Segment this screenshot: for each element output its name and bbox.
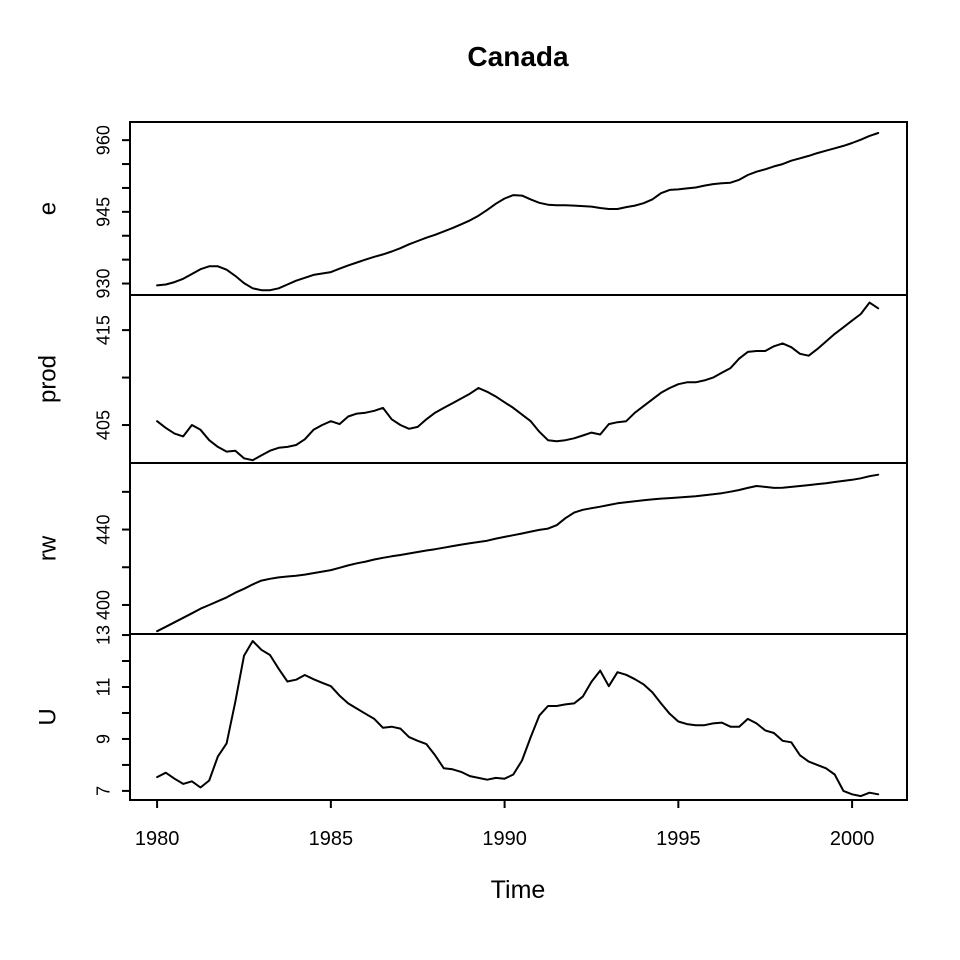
panel-box-U: [129, 633, 908, 801]
x-axis-title: Time: [491, 876, 546, 904]
panel-box-e: [129, 121, 908, 296]
panel-title-e: e: [34, 202, 61, 215]
x-tick-label: 1990: [482, 828, 527, 850]
y-tick-label: 7: [93, 786, 113, 796]
series-line-rw: [156, 473, 880, 633]
panel-e: 930 945 960 e: [34, 121, 908, 299]
y-tick-label: 405: [93, 410, 113, 440]
y-tick-label: 13: [93, 625, 113, 645]
panel-title-prod: prod: [34, 355, 61, 403]
x-tick-label: 2000: [830, 828, 875, 850]
panel-rw: 400 440 rw: [34, 462, 908, 635]
series-line-U: [156, 640, 880, 798]
y-tick-label: 930: [93, 269, 113, 299]
y-tick-label: 960: [93, 125, 113, 155]
panel-U: 7 9 11 13 U: [34, 625, 908, 801]
x-tick-label: 1980: [135, 828, 180, 850]
y-tick-label: 415: [93, 315, 113, 345]
panel-group: 930 945 960 e 405 415 prod 400 440 rw 7 9 11 13 U: [34, 121, 908, 801]
y-tick-label: 945: [93, 197, 113, 227]
x-axis: 1980 1985 1990 1995 2000: [135, 800, 874, 850]
panel-box-prod: [129, 294, 908, 464]
panel-title-U: U: [34, 708, 61, 725]
y-tick-label: 440: [93, 515, 113, 545]
y-tick-label: 400: [93, 590, 113, 620]
panel-prod: 405 415 prod: [34, 294, 908, 464]
panel-box-rw: [129, 462, 908, 635]
panel-title-rw: rw: [34, 535, 61, 561]
x-tick-label: 1995: [656, 828, 701, 850]
x-tick-label: 1985: [309, 828, 354, 850]
series-line-prod: [156, 301, 880, 462]
chart-title: Canada: [467, 41, 569, 72]
series-line-e: [156, 132, 880, 292]
y-tick-label: 9: [93, 734, 113, 744]
y-tick-label: 11: [93, 678, 113, 697]
